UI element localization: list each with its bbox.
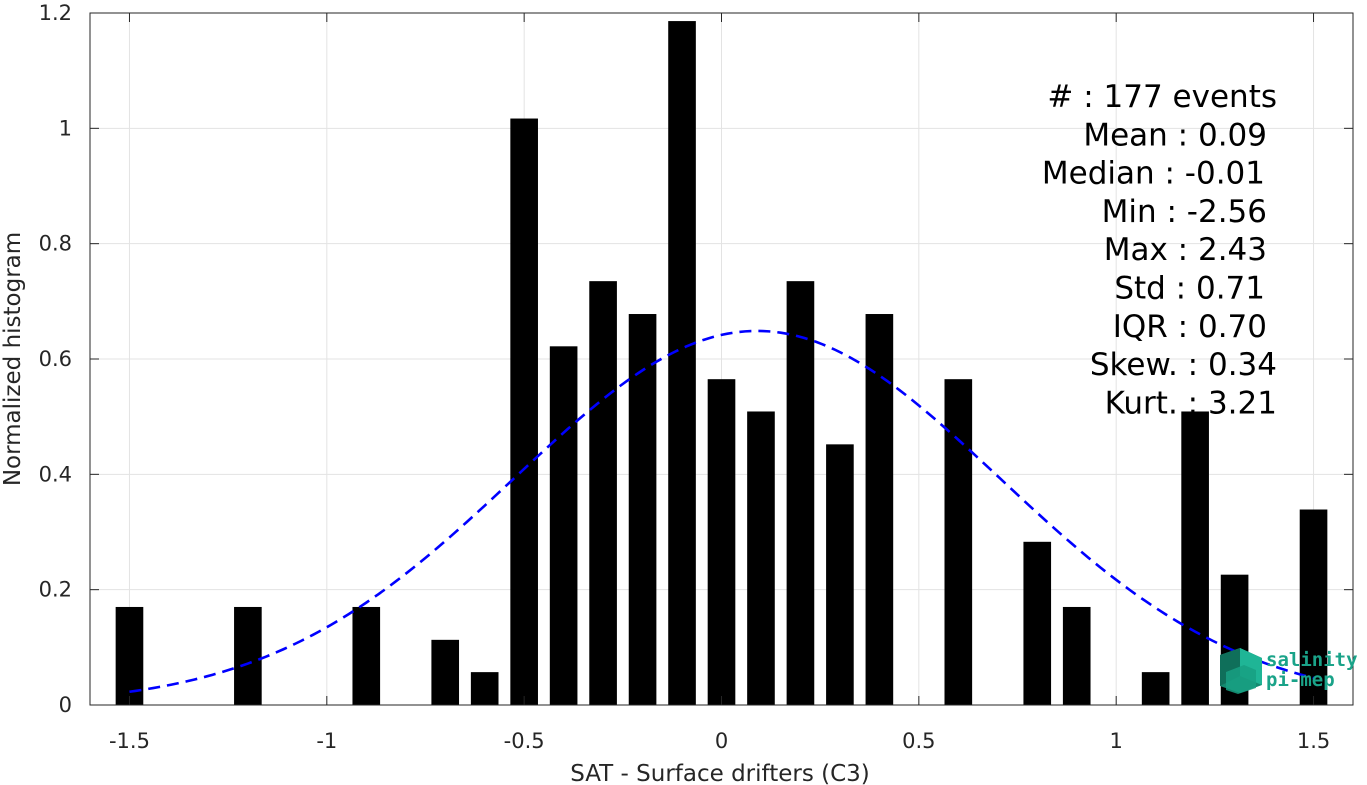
x-tick-label-6: 1.5 xyxy=(1297,729,1330,753)
histogram-bar-15 xyxy=(944,379,973,705)
y-tick-label-3: 0.6 xyxy=(39,347,72,371)
histogram-bar-13 xyxy=(826,444,854,705)
histogram-bar-9 xyxy=(668,21,696,705)
axis-ticks xyxy=(90,12,1353,706)
y-axis-label: Normalized histogram xyxy=(0,232,26,486)
x-tick-labels: -1.5 -1 -0.5 0 0.5 1 1.5 xyxy=(109,729,1330,753)
logo-text-salinity: salinity xyxy=(1266,649,1358,671)
y-tick-label-1: 0.2 xyxy=(39,578,72,602)
salinity-pimep-logo: salinity pi-mep xyxy=(1220,648,1358,694)
stat-line-4: Max : 2.43 xyxy=(1104,232,1267,268)
histogram-bar-8 xyxy=(628,314,657,705)
x-tick-label-0: -1.5 xyxy=(109,729,150,753)
histogram-bar-3 xyxy=(431,639,460,705)
x-tick-label-2: -0.5 xyxy=(504,729,545,753)
histogram-bar-18 xyxy=(1141,672,1170,705)
y-tick-label-2: 0.4 xyxy=(39,462,72,486)
stat-line-8: Kurt. : 3.21 xyxy=(1105,385,1277,421)
histogram-bars xyxy=(115,21,1328,705)
x-axis-label: SAT - Surface drifters (C3) xyxy=(570,761,870,785)
histogram-bar-19 xyxy=(1181,411,1209,705)
stat-line-5: Std : 0.71 xyxy=(1114,271,1265,307)
histogram-bar-16 xyxy=(1023,541,1052,705)
logo-text-pimep: pi-mep xyxy=(1266,669,1335,691)
y-tick-labels: 0 0.2 0.4 0.6 0.8 1 1.2 xyxy=(39,1,72,717)
histogram-bar-1 xyxy=(234,606,262,705)
y-tick-label-0: 0 xyxy=(59,693,72,717)
stat-line-2: Median : -0.01 xyxy=(1042,156,1265,192)
histogram-bar-5 xyxy=(510,118,538,705)
stat-line-6: IQR : 0.70 xyxy=(1113,309,1267,345)
histogram-bar-2 xyxy=(352,606,381,705)
x-tick-label-5: 1 xyxy=(1110,729,1123,753)
histogram-bar-21 xyxy=(1299,509,1328,705)
histogram-bar-12 xyxy=(786,281,815,705)
logo-cube-icon xyxy=(1220,648,1262,694)
stat-line-1: Mean : 0.09 xyxy=(1083,117,1267,153)
y-tick-label-5: 1 xyxy=(59,116,72,140)
histogram-bar-0 xyxy=(115,606,144,705)
y-tick-label-6: 1.2 xyxy=(39,1,72,25)
histogram-bar-14 xyxy=(865,314,894,705)
stat-line-7: Skew. : 0.34 xyxy=(1090,347,1277,383)
histogram-bar-7 xyxy=(589,281,617,705)
histogram-bar-10 xyxy=(707,379,736,705)
stat-line-0: # : 177 events xyxy=(1047,79,1277,115)
histogram-bar-11 xyxy=(747,411,775,705)
x-tick-label-1: -1 xyxy=(316,729,337,753)
x-tick-label-3: 0 xyxy=(715,729,728,753)
y-tick-label-4: 0.8 xyxy=(39,232,72,256)
stat-line-3: Min : -2.56 xyxy=(1102,194,1267,230)
histogram-bar-17 xyxy=(1062,606,1091,705)
gaussian-fit-curve xyxy=(129,329,1314,694)
histogram-bar-6 xyxy=(549,346,578,705)
x-tick-label-4: 0.5 xyxy=(902,729,935,753)
histogram-bar-4 xyxy=(470,672,499,705)
